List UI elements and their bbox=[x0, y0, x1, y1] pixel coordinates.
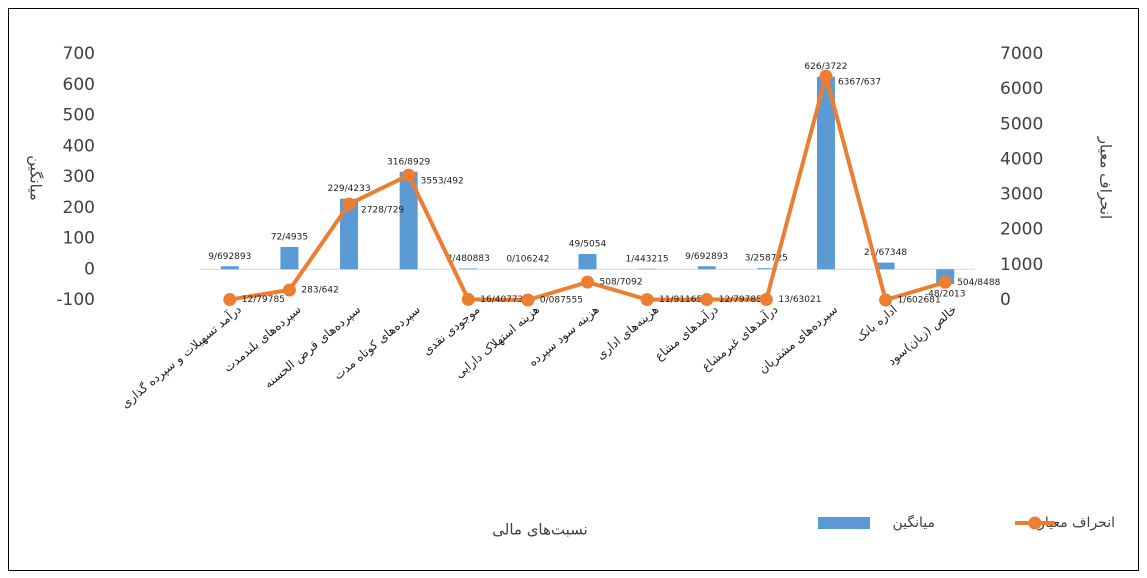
y-tick-label: 100 bbox=[63, 229, 95, 249]
y-tick-label: 300 bbox=[63, 167, 95, 187]
line-marker bbox=[879, 293, 893, 307]
bar-value-label: 72/4935 bbox=[271, 232, 308, 242]
bar bbox=[340, 198, 359, 270]
bar-value-label: 1/443215 bbox=[626, 254, 669, 264]
y-tick-label: -100 bbox=[56, 290, 95, 310]
line-value-label: 11/91165 bbox=[659, 295, 702, 305]
y-axis-title: میانگین bbox=[27, 155, 45, 201]
bar-value-label: 49/5054 bbox=[569, 240, 607, 250]
line-value-label: 504/8488 bbox=[957, 278, 1000, 288]
line-value-label: 12/79785 bbox=[242, 295, 285, 305]
frame bbox=[8, 8, 1139, 571]
line-marker bbox=[223, 293, 237, 307]
line-marker bbox=[640, 293, 654, 307]
line-value-label: 0/087555 bbox=[540, 295, 583, 305]
line-value-label: 2728/729 bbox=[361, 206, 404, 216]
bar bbox=[220, 266, 239, 270]
y2-tick-label: 1000 bbox=[1000, 255, 1043, 275]
line-marker bbox=[938, 275, 952, 289]
line-marker bbox=[461, 292, 475, 306]
bar-value-label: 0/106242 bbox=[506, 255, 549, 265]
line-marker bbox=[521, 293, 535, 307]
bar-value-label: 21/67348 bbox=[864, 248, 907, 258]
line-value-label: 283/642 bbox=[301, 286, 338, 296]
y-tick-label: 500 bbox=[63, 106, 95, 126]
bar-value-label: 229/4233 bbox=[327, 184, 370, 194]
y-tick-label: 0 bbox=[84, 259, 95, 279]
y-tick-label: 600 bbox=[63, 75, 95, 95]
line-marker bbox=[342, 197, 356, 211]
line-marker bbox=[282, 283, 296, 297]
line-value-label: 13/63021 bbox=[778, 295, 821, 305]
bar-value-label: 626/3722 bbox=[804, 62, 847, 72]
line-value-label: 6367/637 bbox=[838, 78, 881, 88]
y2-tick-label: 0 bbox=[1000, 290, 1011, 310]
legend-label: انحراف معیار bbox=[1037, 515, 1115, 531]
line-marker bbox=[402, 168, 416, 182]
bar bbox=[578, 254, 597, 270]
bar-value-label: 2/480883 bbox=[447, 254, 490, 264]
bar bbox=[876, 262, 895, 270]
line-value-label: 12/79785 bbox=[719, 295, 762, 305]
bar bbox=[697, 266, 716, 270]
bar bbox=[399, 171, 418, 270]
bar bbox=[280, 246, 299, 270]
y2-tick-label: 3000 bbox=[1000, 185, 1043, 205]
y2-tick-label: 7000 bbox=[1000, 44, 1043, 64]
legend-label: میانگین bbox=[893, 514, 936, 531]
y2-axis-title: انحراف معیار bbox=[1097, 136, 1115, 219]
y-tick-label: 700 bbox=[63, 44, 95, 64]
line-value-label: 3553/492 bbox=[421, 177, 464, 187]
bar bbox=[816, 76, 835, 270]
y2-tick-label: 4000 bbox=[1000, 149, 1043, 169]
line-marker bbox=[819, 69, 833, 83]
line-marker bbox=[581, 275, 594, 289]
bar-value-label: -48/2013 bbox=[925, 290, 966, 300]
legend-swatch bbox=[1028, 516, 1042, 530]
line-value-label: 1/602681 bbox=[898, 295, 941, 305]
line-marker bbox=[700, 293, 714, 307]
x-axis-title: نسبت‌های مالی bbox=[492, 521, 587, 539]
y-tick-label: 400 bbox=[63, 136, 95, 156]
bar bbox=[459, 268, 478, 270]
legend-swatch bbox=[818, 517, 870, 529]
line-value-label: 16/40773 bbox=[480, 295, 523, 305]
bar-value-label: 316/8929 bbox=[387, 157, 430, 167]
line-value-label: 508/7092 bbox=[600, 278, 643, 288]
y-tick-label: 200 bbox=[63, 198, 95, 218]
y2-tick-label: 2000 bbox=[1000, 220, 1043, 240]
y2-tick-label: 5000 bbox=[1000, 114, 1043, 134]
y2-tick-label: 6000 bbox=[1000, 79, 1043, 99]
bar bbox=[757, 268, 776, 270]
line-marker bbox=[759, 293, 773, 307]
bar-value-label: 9/692893 bbox=[685, 252, 728, 262]
bar-value-label: 3/258725 bbox=[745, 254, 788, 264]
bar-value-label: 9/692893 bbox=[208, 252, 251, 262]
